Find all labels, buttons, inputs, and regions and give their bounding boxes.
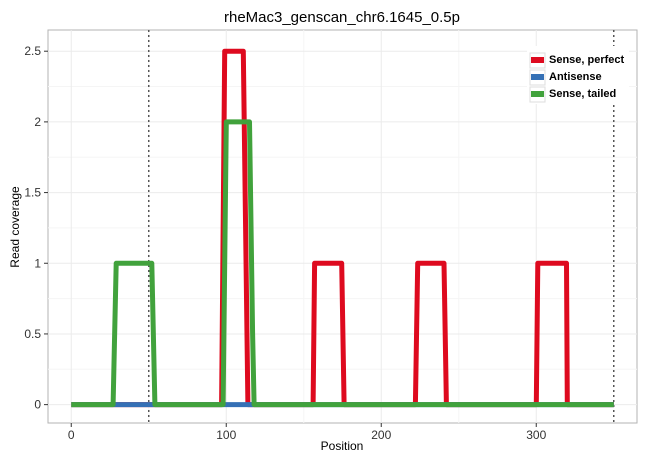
x-tick-label: 0	[68, 428, 75, 442]
y-tick-label: 0.5	[24, 327, 41, 341]
x-axis: 0 100 200 300	[68, 423, 547, 442]
legend-swatch	[531, 74, 544, 80]
legend-label: Sense, perfect	[549, 54, 625, 66]
y-tick-label: 1.5	[24, 186, 41, 200]
legend-label: Antisense	[549, 71, 602, 83]
y-tick-label: 2	[34, 115, 41, 129]
x-axis-label: Position	[321, 439, 364, 453]
chart-title: rheMac3_genscan_chr6.1645_0.5p	[224, 9, 460, 26]
legend-swatch	[531, 91, 544, 97]
series-lines	[71, 48, 614, 408]
x-tick-label: 100	[216, 428, 236, 442]
y-tick-label: 0	[34, 398, 41, 412]
legend-label: Sense, tailed	[549, 88, 616, 100]
x-tick-label: 200	[371, 428, 391, 442]
y-axis-label: Read coverage	[8, 186, 22, 268]
y-axis: 0 0.5 1 1.5 2 2.5	[24, 44, 48, 412]
legend-swatch	[531, 57, 544, 63]
legend: Sense, perfect Antisense Sense, tailed	[527, 46, 629, 104]
series-line-sense-tailed	[71, 119, 614, 408]
y-tick-label: 1	[34, 256, 41, 270]
y-tick-label: 2.5	[24, 44, 41, 58]
x-tick-label: 300	[526, 428, 546, 442]
